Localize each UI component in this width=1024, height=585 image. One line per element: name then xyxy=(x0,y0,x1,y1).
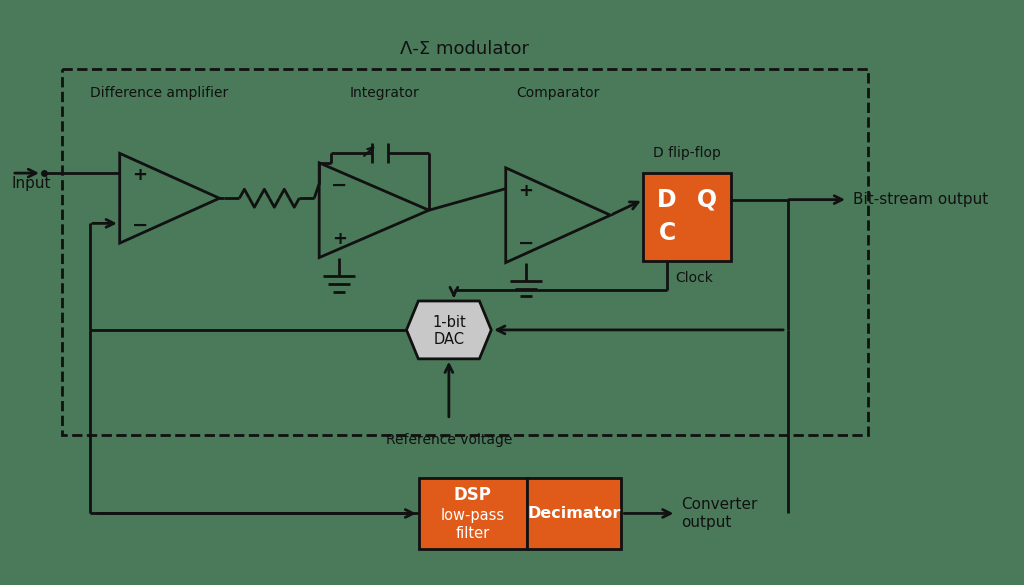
Text: Reference voltage: Reference voltage xyxy=(386,433,512,446)
Text: +: + xyxy=(518,182,534,199)
Bar xyxy=(643,173,731,261)
Text: Q: Q xyxy=(696,188,717,212)
Text: −: − xyxy=(517,234,534,253)
Text: Decimator: Decimator xyxy=(527,506,621,521)
Text: Λ-Σ modulator: Λ-Σ modulator xyxy=(400,40,529,57)
Text: +: + xyxy=(332,230,347,247)
Text: −: − xyxy=(131,216,147,235)
Text: +: + xyxy=(132,166,147,184)
Text: DAC: DAC xyxy=(433,332,464,347)
Text: −: − xyxy=(331,176,347,195)
Text: 1-bit: 1-bit xyxy=(432,315,466,331)
Text: low-pass: low-pass xyxy=(440,508,505,523)
Text: filter: filter xyxy=(456,526,489,541)
Polygon shape xyxy=(407,301,492,359)
Text: D: D xyxy=(657,188,677,212)
Text: C: C xyxy=(658,221,676,245)
Text: D flip-flop: D flip-flop xyxy=(653,146,721,160)
Bar xyxy=(526,477,622,549)
Text: Comparator: Comparator xyxy=(516,87,600,101)
Text: Input: Input xyxy=(12,176,51,191)
Text: Bit-stream output: Bit-stream output xyxy=(853,192,988,207)
Text: DSP: DSP xyxy=(454,487,492,504)
Bar xyxy=(61,68,867,435)
Text: Difference amplifier: Difference amplifier xyxy=(90,87,228,101)
Text: Clock: Clock xyxy=(675,271,713,285)
Bar xyxy=(419,477,526,549)
Text: Converter
output: Converter output xyxy=(681,497,758,529)
Text: Integrator: Integrator xyxy=(349,87,419,101)
